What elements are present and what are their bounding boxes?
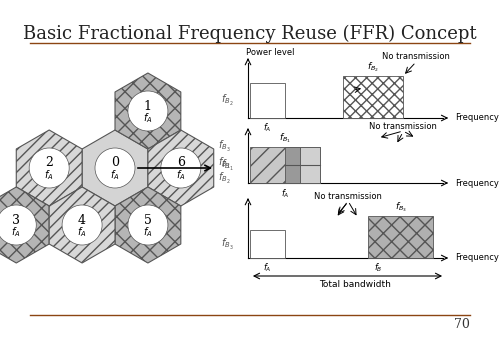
Text: $f_A$: $f_A$ [110, 168, 120, 182]
FancyBboxPatch shape [343, 76, 403, 118]
FancyBboxPatch shape [250, 147, 320, 183]
Text: 3: 3 [12, 214, 20, 227]
Text: $f_A$: $f_A$ [143, 225, 152, 239]
Text: Basic Fractional Frequency Reuse (FFR) Concept: Basic Fractional Frequency Reuse (FFR) C… [23, 25, 477, 43]
Text: 4: 4 [78, 214, 86, 227]
Text: Total bandwidth: Total bandwidth [320, 280, 392, 289]
FancyBboxPatch shape [285, 147, 300, 183]
Polygon shape [115, 73, 181, 149]
Text: Frequency: Frequency [455, 114, 499, 122]
Text: $f_{B_1}$: $f_{B_1}$ [222, 157, 234, 173]
Text: $f_A$: $f_A$ [176, 168, 186, 182]
Text: $f_A$: $f_A$ [12, 225, 21, 239]
Text: $f_{B_2}$: $f_{B_2}$ [222, 93, 234, 108]
Text: No transmission: No transmission [369, 122, 437, 131]
Polygon shape [82, 130, 148, 206]
Text: Power level: Power level [246, 48, 294, 57]
Text: $f_{B_2}$: $f_{B_2}$ [218, 170, 230, 186]
Polygon shape [148, 130, 214, 206]
Polygon shape [49, 187, 115, 263]
Circle shape [0, 205, 36, 245]
Text: $f_A$: $f_A$ [263, 122, 272, 134]
Text: 0: 0 [111, 156, 119, 169]
Text: $f_{B_2}$: $f_{B_2}$ [367, 60, 379, 74]
Text: $f_A$: $f_A$ [263, 262, 272, 275]
Circle shape [95, 148, 135, 188]
Circle shape [62, 205, 102, 245]
Text: 1: 1 [144, 100, 152, 113]
Text: $f_{B_1}$: $f_{B_1}$ [218, 155, 230, 170]
Text: $f_A$: $f_A$ [44, 168, 54, 182]
Circle shape [128, 91, 168, 131]
Text: 70: 70 [454, 318, 470, 331]
Text: Frequency: Frequency [455, 253, 499, 263]
FancyBboxPatch shape [250, 83, 285, 118]
Polygon shape [16, 130, 82, 206]
Text: $f_{B_3}$: $f_{B_3}$ [394, 201, 406, 214]
Polygon shape [0, 187, 49, 263]
Text: $f_{B_3}$: $f_{B_3}$ [222, 237, 234, 252]
Text: 6: 6 [177, 156, 185, 169]
Text: $f_A$: $f_A$ [280, 187, 289, 199]
Text: $f_A$: $f_A$ [143, 111, 152, 125]
FancyBboxPatch shape [250, 230, 285, 258]
Text: 5: 5 [144, 214, 152, 227]
Circle shape [128, 205, 168, 245]
Text: No transmission: No transmission [382, 52, 450, 61]
Text: No transmission: No transmission [314, 192, 382, 201]
FancyBboxPatch shape [368, 216, 433, 258]
Text: Frequency: Frequency [455, 179, 499, 187]
Text: $f_A$: $f_A$ [78, 225, 87, 239]
Text: $f_{B_3}$: $f_{B_3}$ [218, 138, 230, 154]
Text: 2: 2 [45, 156, 53, 169]
Text: $f_{B_1}$: $f_{B_1}$ [279, 131, 291, 145]
Circle shape [29, 148, 69, 188]
FancyBboxPatch shape [300, 147, 320, 183]
Text: $f_B$: $f_B$ [374, 262, 382, 275]
Polygon shape [115, 187, 181, 263]
Circle shape [161, 148, 201, 188]
